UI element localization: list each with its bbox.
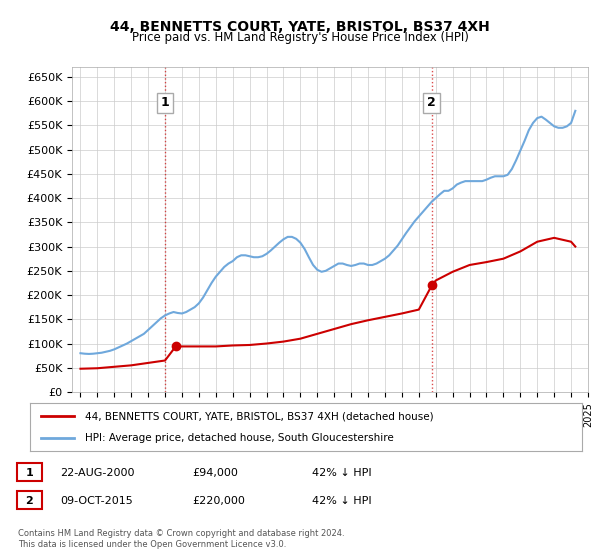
Text: £94,000: £94,000: [192, 468, 238, 478]
Text: 2: 2: [427, 96, 436, 109]
Text: 1: 1: [161, 96, 169, 109]
Text: Price paid vs. HM Land Registry's House Price Index (HPI): Price paid vs. HM Land Registry's House …: [131, 31, 469, 44]
Text: Contains HM Land Registry data © Crown copyright and database right 2024.
This d: Contains HM Land Registry data © Crown c…: [18, 529, 344, 549]
Text: 1: 1: [26, 468, 33, 478]
Text: 42% ↓ HPI: 42% ↓ HPI: [312, 496, 371, 506]
Text: 44, BENNETTS COURT, YATE, BRISTOL, BS37 4XH: 44, BENNETTS COURT, YATE, BRISTOL, BS37 …: [110, 20, 490, 34]
Text: HPI: Average price, detached house, South Gloucestershire: HPI: Average price, detached house, Sout…: [85, 433, 394, 443]
Text: 09-OCT-2015: 09-OCT-2015: [60, 496, 133, 506]
Text: 44, BENNETTS COURT, YATE, BRISTOL, BS37 4XH (detached house): 44, BENNETTS COURT, YATE, BRISTOL, BS37 …: [85, 411, 434, 421]
Text: 42% ↓ HPI: 42% ↓ HPI: [312, 468, 371, 478]
Text: £220,000: £220,000: [192, 496, 245, 506]
Text: 2: 2: [26, 496, 33, 506]
Text: 22-AUG-2000: 22-AUG-2000: [60, 468, 134, 478]
